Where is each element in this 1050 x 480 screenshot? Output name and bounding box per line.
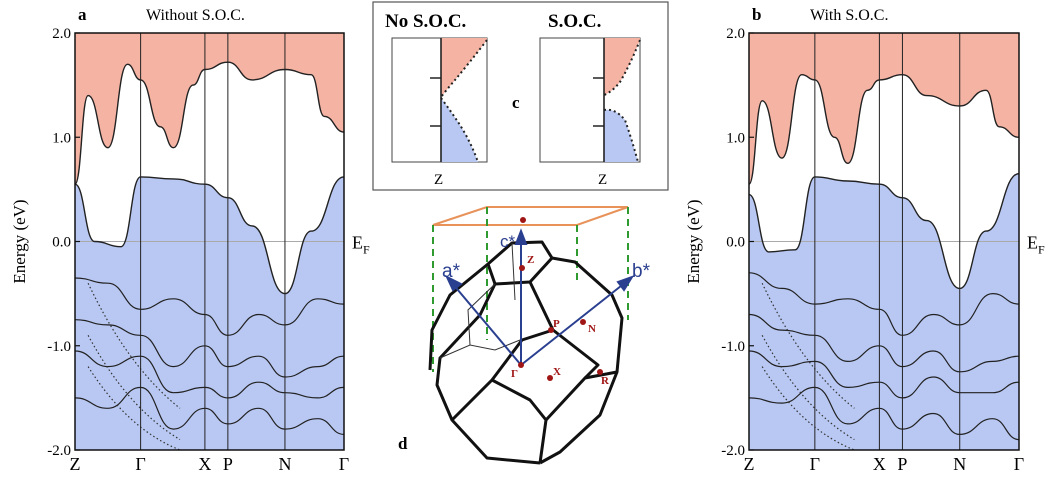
plot-b-ytick-label-2: 0.0 <box>726 235 745 251</box>
panel-b-letter: b <box>752 5 761 24</box>
plot-b-band-line-2 <box>748 313 1020 373</box>
plot-b-valence-edge <box>748 173 1020 290</box>
plot-a-klabel-1: Γ <box>135 454 145 474</box>
panel-b-title: With S.O.C. <box>810 7 888 24</box>
plot-a-conduction-fill <box>75 33 344 185</box>
plot-b-dotted-band-3 <box>761 366 855 451</box>
inset-right-k-label: Z <box>598 172 607 188</box>
inset-left-title: No S.O.C. <box>385 11 466 32</box>
zone-inner-edges <box>439 242 521 359</box>
plot-b-band-line-1 <box>748 272 1020 336</box>
plot-a-fermi-label: EF <box>352 233 370 257</box>
cell-edges-dashed <box>432 207 629 372</box>
plot-a-ytick-label-4: 2.0 <box>52 26 71 42</box>
plot-b-conduction-fill <box>749 33 1019 185</box>
plot-b-ytick-label-3: 1.0 <box>726 130 745 146</box>
plot-b-klabel-3: P <box>897 454 907 474</box>
plot-a-valence-fill <box>75 176 344 450</box>
panel-b: b With S.O.C. -2.0 -1.0 0.0 1.0 2.0 Z Γ X P N Γ Ene… <box>684 5 1045 474</box>
band-plot-with-soc: -2.0 -1.0 0.0 1.0 2.0 Z Γ X P N Γ Energy (eV) EF <box>684 26 1045 474</box>
plot-a-klabel-3: P <box>223 454 233 474</box>
point-z-label: Z <box>527 254 534 266</box>
vector-b-star-label: b* <box>632 261 651 282</box>
point-r-label: R <box>601 375 610 387</box>
plot-a-valence-edge <box>74 176 345 295</box>
point-p-label: P <box>553 318 560 330</box>
vector-c-star-label: c* <box>500 232 516 251</box>
inset-no-soc: Z <box>391 37 488 188</box>
plot-a-ytick-label-2: 0.0 <box>52 235 71 251</box>
point-x-label: X <box>553 366 561 378</box>
plot-a-conduction-edge <box>74 61 345 185</box>
reciprocal-cell-outline <box>432 206 629 226</box>
plot-a-klabel-4: N <box>278 454 291 474</box>
plot-a-band-line-1 <box>74 277 345 336</box>
panel-a: a Without S.O.C. -2.0 -1.0 0.0 1.0 2.0 Z Γ X P N Γ… <box>10 5 370 474</box>
plot-b-klabel-4: N <box>953 454 966 474</box>
plot-b-band-line-4 <box>748 386 1020 441</box>
plot-b-dotted-band-2 <box>761 282 855 409</box>
vector-a-star-label: a* <box>442 261 461 282</box>
plot-a-klabel-5: Γ <box>339 454 349 474</box>
plot-a-band-line-3 <box>74 350 345 399</box>
plot-b-band-line-3 <box>748 350 1020 399</box>
plot-a-ytick-label-1: -1.0 <box>47 339 71 355</box>
plot-b-ylabel: Energy (eV) <box>684 199 703 283</box>
panel-a-letter: a <box>78 5 87 24</box>
reciprocal-vectors <box>444 228 635 366</box>
plot-b-klabel-5: Γ <box>1014 454 1024 474</box>
plot-a-band-line-4 <box>74 386 345 435</box>
plot-a-klabel-0: Z <box>70 454 81 474</box>
panel-a-title: Without S.O.C. <box>146 7 245 24</box>
point-n-label: N <box>588 323 596 335</box>
plot-a-ylabel: Energy (eV) <box>10 199 29 283</box>
plot-b-ytick-label-1: -1.0 <box>721 339 745 355</box>
plot-b-klabel-1: Γ <box>810 454 820 474</box>
plot-b-conduction-edge <box>748 73 1020 185</box>
band-plot-without-soc: -2.0 -1.0 0.0 1.0 2.0 Z Γ X P N Γ Energy (eV) EF <box>10 26 370 474</box>
panel-c-letter: c <box>512 93 520 112</box>
inset-right-title: S.O.C. <box>548 11 601 32</box>
plot-b-klabel-2: X <box>873 454 886 474</box>
point-gamma-label: Γ <box>511 368 518 380</box>
plot-a-klabel-2: X <box>198 454 211 474</box>
plot-b-ytick-label-4: 2.0 <box>726 26 745 42</box>
panel-d-letter: d <box>398 434 408 453</box>
plot-b-klabel-0: Z <box>744 454 755 474</box>
inset-soc: Z <box>539 37 641 188</box>
plot-a-band-line-2 <box>74 319 345 378</box>
plot-b-valence-fill <box>749 173 1019 450</box>
plot-b-fermi-label: EF <box>1027 233 1045 257</box>
plot-a-ytick-label-0: -2.0 <box>47 443 71 459</box>
high-symmetry-points <box>518 217 603 381</box>
inset-left-k-label: Z <box>434 172 443 188</box>
plot-a-ytick-label-3: 1.0 <box>52 130 71 146</box>
panel-d-brillouin-zone: d <box>398 206 651 465</box>
panel-c-inset: No S.O.C. S.O.C. c Z Z <box>372 1 669 191</box>
plot-a-dotted-band-2 <box>87 282 181 409</box>
plot-b-ytick-label-0: -2.0 <box>721 443 745 459</box>
